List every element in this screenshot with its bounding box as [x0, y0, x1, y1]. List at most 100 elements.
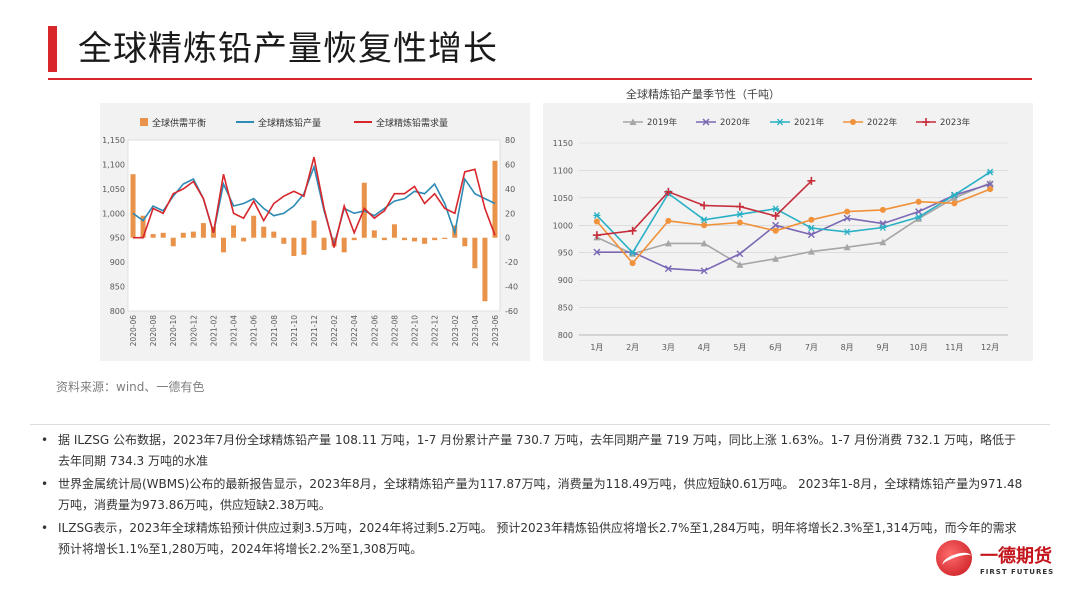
header-rule	[48, 78, 1032, 80]
y-tick-label: 1100	[553, 166, 573, 175]
series-line	[596, 183, 991, 272]
point-marker	[736, 210, 743, 218]
seasonality-chart: 800 850 900 950 1000 1050 1100 1150 1月 2月 3月 4月 5月 6月…	[553, 117, 1008, 352]
balance-bar	[231, 225, 237, 238]
point-marker	[951, 200, 958, 207]
logo-subtext: FIRST FUTURES	[980, 568, 1055, 576]
legend-label: 2019年	[647, 117, 678, 128]
x-tick-label: 2021-02	[209, 315, 218, 347]
bullet-item: 据 ILZSG 公布数据，2023年7月份全球精炼铅产量 108.11 万吨，1…	[38, 430, 1028, 472]
point-marker	[987, 168, 994, 176]
point-marker	[736, 250, 744, 258]
point-marker	[772, 227, 779, 234]
x-tick-label: 2020-06	[129, 315, 138, 347]
y-left-tick-label: 1,100	[102, 160, 125, 169]
x-tick-label: 2020-12	[189, 315, 198, 347]
balance-bar	[442, 237, 448, 239]
y-left-tick-label: 850	[110, 283, 125, 292]
point-marker	[700, 239, 708, 247]
notes-divider	[30, 424, 1050, 425]
bullet-item: 世界金属统计局(WBMS)公布的最新报告显示，2023年8月，全球精炼铅产量为1…	[38, 474, 1028, 516]
x-tick-label: 8月	[841, 343, 854, 352]
legend-label: 全球精炼铅产量	[258, 117, 321, 129]
balance-bar	[160, 232, 166, 238]
balance-bar	[482, 237, 488, 302]
x-tick-label: 2021-04	[230, 315, 239, 347]
point-marker	[593, 248, 601, 256]
legend-label: 全球供需平衡	[152, 117, 206, 129]
balance-bar	[251, 215, 257, 238]
series-line	[133, 156, 496, 248]
point-marker	[702, 118, 710, 126]
legend-label: 全球精炼铅需求量	[376, 117, 448, 129]
balance-bar	[130, 174, 136, 238]
x-tick-label: 2022-02	[330, 315, 339, 347]
title-accent-bar	[48, 26, 57, 72]
y-tick-label: 850	[558, 304, 573, 313]
logo-text: 一德期货	[980, 546, 1052, 567]
legend-label: 2021年	[794, 117, 825, 128]
balance-bar	[180, 232, 186, 238]
balance-bar	[492, 160, 498, 238]
balance-bar	[472, 237, 478, 269]
y-left-tick-label: 1,050	[102, 185, 125, 194]
point-marker	[772, 205, 779, 213]
x-tick-label: 2021-10	[290, 315, 299, 347]
balance-bar	[150, 234, 156, 238]
y-right-tick-label: 40	[505, 185, 515, 194]
balance-bar	[321, 237, 327, 250]
x-tick-label: 6月	[769, 343, 782, 352]
y-tick-label: 1050	[553, 194, 573, 203]
series-line	[596, 171, 991, 255]
x-tick-label: 2022-04	[350, 315, 359, 347]
balance-bar	[281, 237, 287, 244]
point-marker	[777, 118, 783, 126]
balance-bar	[412, 237, 418, 242]
x-tick-label: 2022-06	[370, 315, 379, 347]
seasonality-chart-panel: 800 850 900 950 1000 1050 1100 1150 1月 2月 3月 4月 5月 6月…	[543, 103, 1033, 361]
point-marker	[844, 228, 851, 236]
balance-bar	[401, 237, 407, 241]
x-tick-label: 2021-08	[270, 315, 279, 347]
balance-bar	[170, 237, 176, 247]
x-tick-label: 7月	[805, 343, 818, 352]
company-logo: 一德期货 FIRST FUTURES	[936, 538, 1066, 602]
balance-bar	[301, 237, 307, 255]
y-left-tick-label: 1,150	[102, 136, 125, 145]
point-marker	[808, 216, 815, 223]
point-marker	[701, 216, 708, 224]
balance-bar	[241, 237, 247, 242]
y-right-tick-label: -20	[505, 258, 518, 267]
seasonality-chart-title: 全球精炼铅产量季节性（千吨）	[626, 88, 780, 101]
x-tick-label: 2月	[626, 343, 639, 352]
point-marker	[772, 221, 780, 229]
point-marker	[879, 224, 886, 231]
point-marker	[593, 211, 600, 219]
balance-bar	[311, 220, 317, 238]
x-tick-label: 2020-08	[149, 315, 158, 347]
balance-bar	[291, 237, 297, 257]
point-marker	[807, 231, 815, 239]
x-tick-label: 4月	[698, 343, 711, 352]
y-left-tick-label: 950	[110, 234, 125, 243]
x-tick-label: 2021-06	[250, 315, 259, 347]
point-marker	[736, 219, 743, 226]
series-line	[132, 164, 496, 248]
x-tick-label: 2022-08	[390, 315, 399, 347]
point-marker	[915, 213, 922, 221]
x-tick-label: 1月	[590, 343, 603, 352]
balance-bar	[271, 231, 277, 238]
x-tick-label: 11月	[945, 343, 963, 352]
point-marker	[664, 265, 672, 273]
point-marker	[808, 224, 815, 232]
balance-bar	[341, 237, 347, 253]
point-marker	[950, 194, 958, 201]
bullet-list: 据 ILZSG 公布数据，2023年7月份全球精炼铅产量 108.11 万吨，1…	[38, 430, 1028, 562]
balance-bar	[190, 231, 196, 238]
legend-swatch	[140, 118, 148, 126]
x-tick-label: 10月	[910, 343, 928, 352]
x-tick-label: 2020-10	[169, 315, 178, 347]
y-right-tick-label: 60	[505, 160, 515, 169]
legend-label: 2022年	[867, 117, 898, 128]
balance-bar	[462, 237, 468, 247]
